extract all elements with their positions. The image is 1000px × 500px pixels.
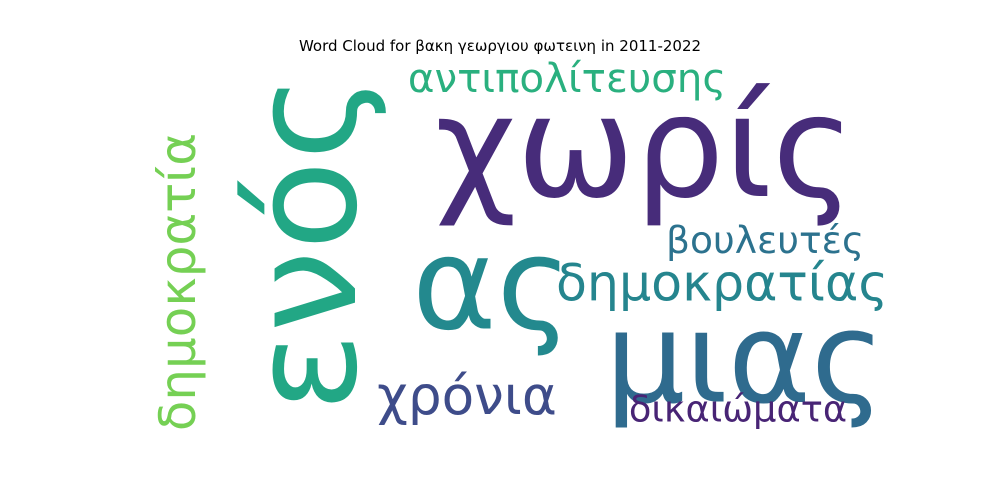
word-5-text: δημοκρατίας: [556, 254, 888, 313]
word-8: βουλευτές: [666, 218, 864, 262]
word-4: μιας: [605, 285, 885, 432]
word-7-text: δημοκρατία: [149, 133, 207, 431]
chart-title: Word Cloud for βακη γεωργιου φωτεινη in …: [298, 37, 702, 55]
word-6-text: αντιπολίτευσης: [408, 54, 726, 102]
word-6: αντιπολίτευσης: [408, 54, 726, 102]
word-10: δικαιώματα: [629, 388, 847, 431]
word-2-text: ενός: [218, 74, 390, 412]
word-1: χωρίς: [435, 66, 855, 230]
word-2: ενός: [218, 74, 390, 412]
word-5: δημοκρατίας: [556, 254, 888, 313]
word-8-text: βουλευτές: [666, 218, 864, 262]
word-1-text: χωρίς: [435, 66, 855, 230]
word-3: ας: [412, 211, 572, 360]
word-4-text: μιας: [605, 285, 885, 432]
word-9-text: χρόνια: [377, 365, 557, 427]
word-3-text: ας: [412, 211, 572, 360]
word-10-text: δικαιώματα: [629, 388, 847, 431]
word-9: χρόνια: [377, 365, 557, 427]
word-7: δημοκρατία: [149, 133, 207, 431]
